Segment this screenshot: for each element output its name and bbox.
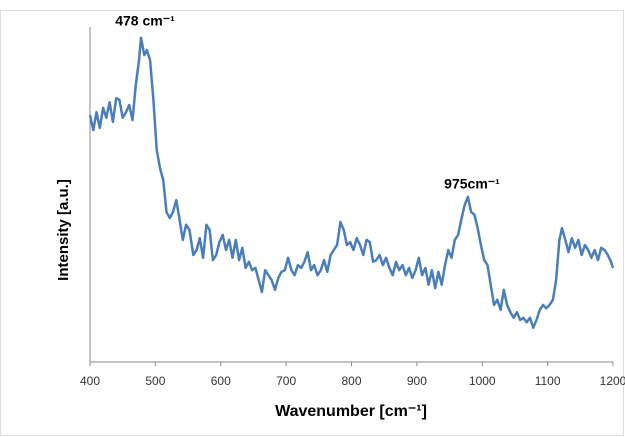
x-tick-label: 800 — [341, 374, 361, 388]
x-tick-label: 1200 — [600, 374, 625, 388]
annotation: 975cm⁻¹ — [444, 176, 500, 192]
y-axis-label: Intensity [a.u.] — [55, 179, 72, 281]
x-tick-label: 400 — [80, 374, 100, 388]
x-tick-label: 600 — [211, 374, 231, 388]
x-tick-label: 700 — [276, 374, 296, 388]
frame — [0, 10, 624, 436]
x-tick-label: 1000 — [469, 374, 496, 388]
line — [88, 36, 615, 330]
x-tick-label: 900 — [407, 374, 427, 388]
annotation: 478 cm⁻¹ — [115, 13, 175, 29]
x-tick-label: 500 — [145, 374, 165, 388]
x-tick-label: 1100 — [535, 374, 561, 388]
x-axis-label: Wavenumber [cm⁻¹] — [275, 403, 427, 420]
